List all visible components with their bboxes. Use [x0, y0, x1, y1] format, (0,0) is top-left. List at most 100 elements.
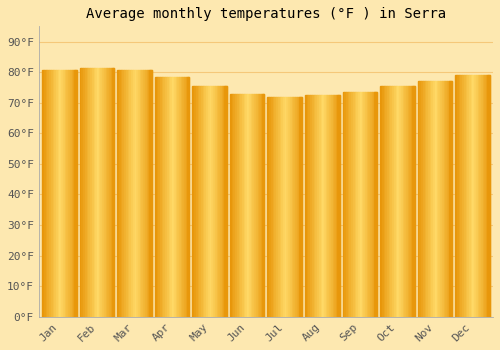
- Bar: [119, 70, 120, 317]
- Bar: [372, 92, 374, 317]
- Bar: [262, 94, 264, 317]
- Bar: [60, 70, 61, 317]
- Bar: [148, 70, 150, 317]
- Bar: [411, 86, 413, 317]
- Bar: [413, 86, 414, 317]
- Bar: [215, 86, 216, 317]
- Bar: [180, 77, 182, 317]
- Bar: [249, 94, 250, 317]
- Bar: [224, 86, 225, 317]
- Bar: [164, 77, 165, 317]
- Bar: [290, 97, 292, 317]
- Bar: [297, 97, 298, 317]
- Bar: [438, 81, 440, 317]
- Bar: [262, 94, 264, 317]
- Bar: [484, 75, 486, 317]
- Bar: [388, 86, 390, 317]
- Bar: [362, 92, 363, 317]
- Bar: [310, 95, 312, 317]
- Bar: [122, 70, 124, 317]
- Bar: [350, 92, 351, 317]
- Bar: [160, 77, 162, 317]
- Bar: [83, 68, 85, 317]
- Bar: [404, 86, 406, 317]
- Bar: [480, 75, 481, 317]
- Bar: [64, 70, 66, 317]
- Bar: [436, 81, 438, 317]
- Bar: [380, 86, 382, 317]
- Bar: [394, 86, 396, 317]
- Bar: [131, 70, 133, 317]
- Bar: [428, 81, 430, 317]
- Bar: [80, 68, 82, 317]
- Bar: [42, 70, 44, 317]
- Bar: [412, 86, 414, 317]
- Bar: [320, 95, 322, 317]
- Bar: [338, 95, 340, 317]
- Bar: [46, 70, 48, 317]
- Bar: [61, 70, 63, 317]
- Bar: [396, 86, 398, 317]
- Bar: [467, 75, 469, 317]
- Bar: [124, 70, 126, 317]
- Bar: [172, 77, 174, 317]
- Bar: [406, 86, 407, 317]
- Bar: [353, 92, 354, 317]
- Bar: [424, 81, 426, 317]
- Bar: [170, 77, 172, 317]
- Bar: [476, 75, 478, 317]
- Bar: [402, 86, 404, 317]
- Bar: [168, 77, 170, 317]
- Bar: [216, 86, 218, 317]
- Bar: [366, 92, 368, 317]
- Bar: [365, 92, 366, 317]
- Bar: [136, 70, 138, 317]
- Bar: [442, 81, 444, 317]
- Bar: [336, 95, 340, 317]
- Bar: [143, 70, 145, 317]
- Bar: [410, 86, 411, 317]
- Bar: [486, 75, 488, 317]
- Bar: [86, 68, 88, 317]
- Bar: [483, 75, 484, 317]
- Bar: [138, 70, 140, 317]
- Bar: [150, 70, 152, 317]
- Bar: [201, 86, 202, 317]
- Bar: [280, 97, 281, 317]
- Bar: [97, 68, 98, 317]
- Bar: [447, 81, 448, 317]
- Bar: [292, 97, 294, 317]
- Bar: [329, 95, 331, 317]
- Bar: [220, 86, 222, 317]
- Bar: [259, 94, 261, 317]
- Bar: [457, 75, 458, 317]
- Bar: [370, 92, 372, 317]
- Bar: [104, 68, 106, 317]
- Bar: [284, 97, 286, 317]
- Bar: [182, 77, 184, 317]
- Bar: [213, 86, 215, 317]
- Bar: [276, 97, 278, 317]
- Bar: [222, 86, 224, 317]
- Bar: [488, 75, 490, 317]
- Bar: [70, 70, 71, 317]
- Bar: [224, 86, 227, 317]
- Bar: [210, 86, 212, 317]
- Bar: [374, 92, 377, 317]
- Bar: [230, 94, 232, 317]
- Bar: [374, 92, 376, 317]
- Bar: [332, 95, 334, 317]
- Bar: [470, 75, 472, 317]
- Bar: [408, 86, 410, 317]
- Bar: [346, 92, 348, 317]
- Bar: [254, 94, 256, 317]
- Bar: [385, 86, 387, 317]
- Bar: [156, 77, 158, 317]
- Bar: [118, 70, 119, 317]
- Bar: [208, 86, 210, 317]
- Bar: [133, 70, 134, 317]
- Bar: [72, 70, 74, 317]
- Bar: [344, 92, 346, 317]
- Bar: [358, 92, 360, 317]
- Bar: [474, 75, 476, 317]
